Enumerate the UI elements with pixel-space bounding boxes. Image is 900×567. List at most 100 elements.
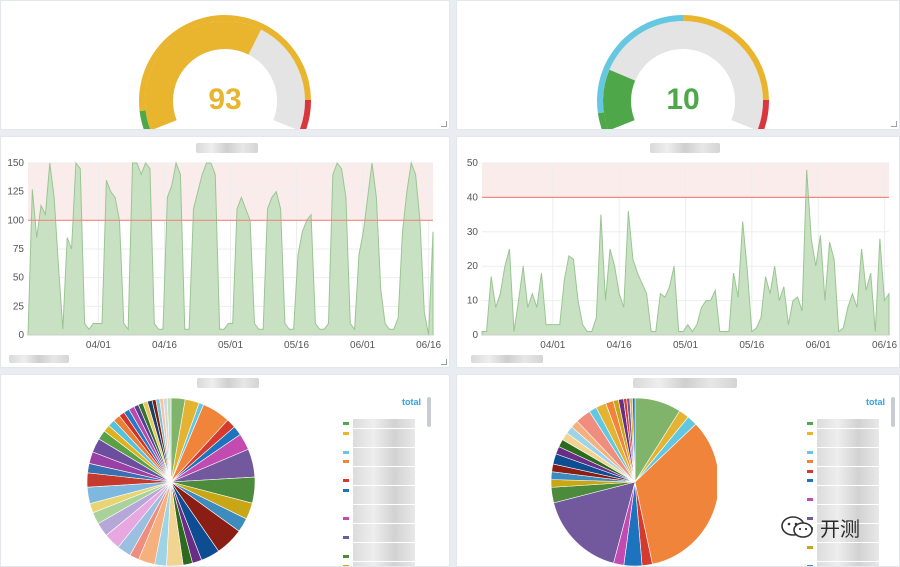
legend-item[interactable] bbox=[807, 438, 889, 448]
legend-item[interactable] bbox=[343, 466, 425, 477]
legend-item[interactable] bbox=[343, 552, 425, 562]
y-tick-label: 150 bbox=[7, 158, 24, 169]
legend-label-redacted bbox=[817, 514, 879, 523]
legend-item[interactable] bbox=[343, 485, 425, 496]
x-tick-label: 05/16 bbox=[284, 340, 309, 351]
legend-label-redacted bbox=[817, 419, 879, 428]
legend-label-redacted bbox=[353, 514, 415, 523]
panel-title-redacted bbox=[633, 378, 737, 388]
legend-item[interactable] bbox=[343, 438, 425, 448]
legend-swatch bbox=[807, 422, 813, 425]
legend-item[interactable] bbox=[343, 419, 425, 429]
legend-item[interactable] bbox=[343, 514, 425, 524]
y-tick-label: 40 bbox=[467, 192, 479, 203]
legend-item[interactable] bbox=[343, 542, 425, 553]
legend-item[interactable] bbox=[807, 419, 889, 429]
legend-label-redacted bbox=[353, 466, 415, 476]
legend-item[interactable] bbox=[343, 495, 425, 505]
legend-item[interactable] bbox=[343, 561, 425, 566]
legend-header[interactable]: total bbox=[402, 397, 421, 407]
legend-item[interactable] bbox=[343, 428, 425, 439]
legend-item[interactable] bbox=[343, 457, 425, 467]
legend-label-redacted bbox=[817, 485, 879, 495]
gauge-value-arc bbox=[145, 21, 262, 129]
gauge-threshold-band bbox=[683, 15, 769, 100]
legend-label-redacted bbox=[817, 457, 879, 466]
legend-scrollbar[interactable] bbox=[891, 397, 895, 427]
legend-swatch bbox=[343, 517, 349, 520]
legend-label-redacted bbox=[353, 542, 415, 552]
y-tick-label: 75 bbox=[13, 244, 25, 255]
legend-swatch bbox=[343, 526, 349, 530]
legend-item[interactable] bbox=[807, 561, 889, 566]
legend-swatch bbox=[807, 431, 813, 435]
legend-swatch bbox=[807, 498, 813, 501]
legend-redacted bbox=[471, 355, 543, 363]
legend-label-redacted bbox=[353, 476, 415, 485]
gauge-threshold-band bbox=[139, 110, 151, 129]
legend-item[interactable] bbox=[807, 495, 889, 505]
watermark: 开测 bbox=[780, 512, 860, 542]
legend-item[interactable] bbox=[343, 523, 425, 534]
legend-header[interactable]: total bbox=[866, 397, 885, 407]
legend-item[interactable] bbox=[807, 514, 889, 524]
resize-handle[interactable] bbox=[441, 359, 447, 365]
resize-handle[interactable] bbox=[891, 121, 897, 127]
gauge-value-text: 10 bbox=[666, 83, 699, 116]
gauge-value-text: 93 bbox=[208, 83, 241, 116]
legend-swatch bbox=[343, 545, 349, 549]
legend-swatch bbox=[807, 536, 813, 539]
legend-label-redacted bbox=[817, 466, 879, 476]
legend-item[interactable] bbox=[807, 466, 889, 477]
legend-swatch bbox=[343, 536, 349, 539]
legend-swatch bbox=[343, 488, 349, 492]
legend-label-redacted bbox=[353, 457, 415, 466]
gauge-threshold-band bbox=[597, 112, 609, 129]
area-chart-panel-2: 0 10 20 30 40 50 04/01 04/16 05/01 05/16 06/01 06/1… bbox=[456, 136, 900, 368]
legend-item[interactable] bbox=[807, 476, 889, 486]
legend-item[interactable] bbox=[807, 457, 889, 467]
pie-legend-2: total bbox=[807, 397, 897, 566]
pie-panel-1: total bbox=[0, 374, 450, 567]
pie-slice bbox=[634, 423, 717, 565]
legend-item[interactable] bbox=[343, 533, 425, 543]
legend-label-redacted bbox=[817, 542, 879, 552]
wechat-icon bbox=[781, 516, 813, 538]
series-area bbox=[27, 161, 434, 336]
legend-swatch bbox=[343, 507, 349, 511]
legend-item[interactable] bbox=[807, 485, 889, 496]
legend-item[interactable] bbox=[807, 428, 889, 439]
legend-label-redacted bbox=[353, 419, 415, 428]
y-tick-label: 10 bbox=[467, 296, 479, 307]
area-chart-panel-1: 0 25 50 75 100 125 150 04/01 04/16 05/01 05/16 06/0… bbox=[0, 136, 450, 368]
legend-label-redacted bbox=[817, 552, 879, 561]
x-tick-label: 04/16 bbox=[152, 340, 177, 351]
resize-handle[interactable] bbox=[441, 121, 447, 127]
legend-label-redacted bbox=[353, 561, 415, 566]
legend-redacted bbox=[9, 355, 69, 363]
legend-swatch bbox=[343, 441, 349, 444]
y-tick-label: 100 bbox=[7, 215, 24, 226]
legend-label-redacted bbox=[353, 485, 415, 495]
legend-swatch bbox=[807, 450, 813, 454]
legend-item[interactable] bbox=[807, 447, 889, 458]
legend-swatch bbox=[343, 555, 349, 558]
y-tick-label: 0 bbox=[472, 330, 478, 341]
legend-label-redacted bbox=[353, 552, 415, 561]
legend-swatch bbox=[807, 564, 813, 566]
legend-item[interactable] bbox=[343, 476, 425, 486]
legend-label-redacted bbox=[817, 533, 879, 542]
legend-swatch bbox=[343, 469, 349, 473]
legend-swatch bbox=[807, 517, 813, 520]
gauge-value-arc bbox=[603, 69, 636, 129]
legend-item[interactable] bbox=[807, 504, 889, 515]
legend-item[interactable] bbox=[807, 542, 889, 553]
legend-item[interactable] bbox=[807, 552, 889, 562]
legend-item[interactable] bbox=[343, 447, 425, 458]
legend-scrollbar[interactable] bbox=[427, 397, 431, 427]
legend-item[interactable] bbox=[807, 533, 889, 543]
y-tick-label: 20 bbox=[467, 261, 479, 272]
legend-item[interactable] bbox=[343, 504, 425, 515]
legend-swatch bbox=[807, 545, 813, 549]
area-chart-1: 0 25 50 75 100 125 150 04/01 04/16 05/01 05/16 06/0… bbox=[7, 158, 441, 351]
